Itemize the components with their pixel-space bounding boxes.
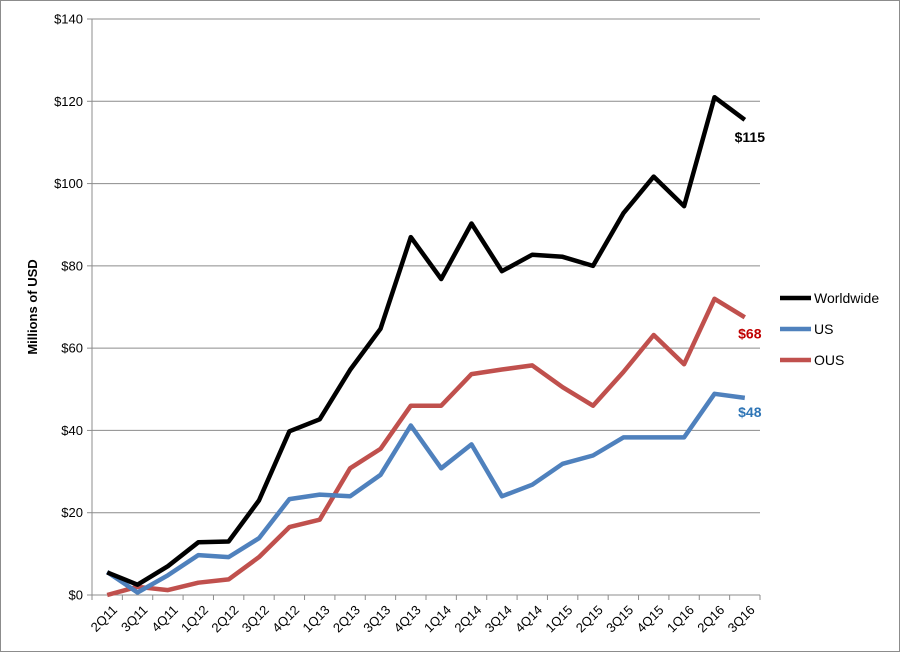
y-tick-label: $120 — [54, 94, 83, 109]
x-tick-label: 2Q12 — [208, 602, 241, 635]
y-axis-label: Millions of USD — [25, 259, 40, 354]
x-tick-label: 1Q14 — [421, 602, 454, 635]
end-label-us: $48 — [738, 404, 762, 420]
y-axis-ticks: $0 $20 $40 $60 $80 $100 $120 $140 — [54, 12, 92, 603]
x-tick-label: 4Q13 — [391, 602, 424, 635]
legend-label-us: US — [814, 321, 833, 337]
x-tick-label: 3Q12 — [239, 602, 272, 635]
y-tick-label: $40 — [61, 423, 83, 438]
x-tick-label: 3Q14 — [482, 602, 515, 635]
x-tick-label: 3Q15 — [603, 602, 636, 635]
series-line-us — [105, 391, 746, 595]
x-tick-label: 2Q16 — [694, 602, 727, 635]
gridlines — [92, 18, 760, 514]
x-axis-ticks: 2Q113Q114Q111Q122Q123Q124Q121Q132Q133Q13… — [88, 595, 761, 635]
x-tick-label: 1Q13 — [300, 602, 333, 635]
y-tick-label: $80 — [61, 258, 83, 273]
end-label-ous: $68 — [738, 325, 762, 341]
x-tick-label: 2Q14 — [451, 602, 484, 635]
x-tick-label: 1Q15 — [542, 602, 575, 635]
x-tick-label: 3Q13 — [360, 602, 393, 635]
series-lines — [105, 94, 747, 598]
x-tick-label: 2Q15 — [573, 602, 606, 635]
series-line-ous — [106, 296, 746, 598]
legend: Worldwide US OUS — [780, 290, 879, 368]
x-tick-label: 1Q16 — [664, 602, 697, 635]
x-tick-label: 4Q12 — [269, 602, 302, 635]
x-tick-label: 1Q12 — [178, 602, 211, 635]
y-tick-label: $0 — [69, 588, 83, 603]
x-tick-label: 4Q14 — [512, 602, 545, 635]
end-labels: $115 $48 $68 — [735, 129, 766, 420]
legend-label-ous: OUS — [814, 352, 844, 368]
x-tick-label: 2Q13 — [330, 602, 363, 635]
x-tick-label: 3Q11 — [118, 602, 150, 634]
x-tick-label: 2Q11 — [88, 602, 120, 634]
axes — [91, 19, 760, 596]
legend-label-worldwide: Worldwide — [814, 290, 879, 306]
y-tick-label: $60 — [61, 341, 83, 356]
series-line-worldwide — [106, 94, 747, 587]
y-tick-label: $140 — [54, 12, 83, 27]
y-tick-label: $20 — [61, 505, 83, 520]
y-tick-label: $100 — [54, 176, 83, 191]
end-label-worldwide: $115 — [735, 129, 766, 145]
x-tick-label: 3Q16 — [725, 602, 758, 635]
x-tick-label: 4Q15 — [634, 602, 667, 635]
x-tick-label: 4Q11 — [148, 602, 180, 634]
